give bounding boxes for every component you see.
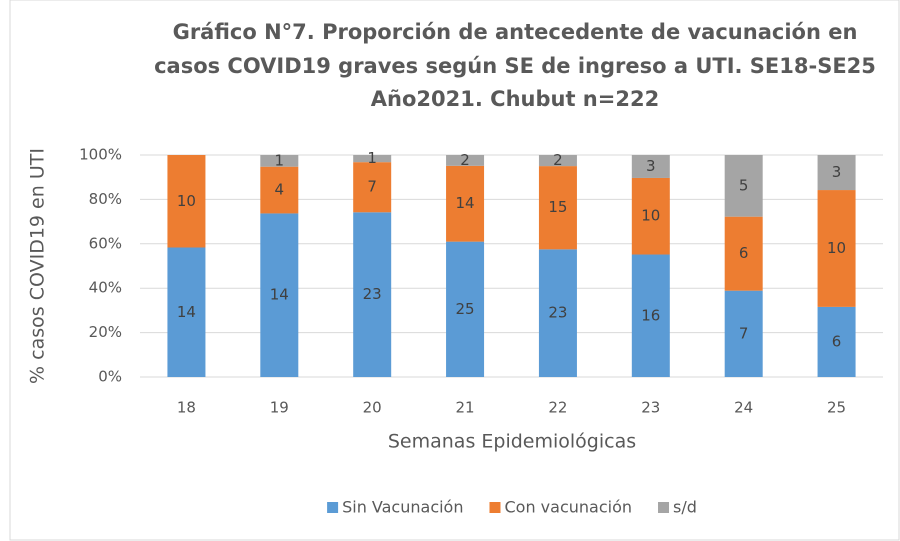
data-label: 1 — [367, 149, 377, 167]
data-label: 14 — [270, 286, 289, 304]
x-tick-label: 22 — [548, 399, 567, 417]
bar-segment — [353, 212, 392, 377]
data-label: 14 — [456, 194, 475, 212]
data-label: 15 — [548, 198, 567, 216]
bar-segment — [724, 155, 763, 217]
x-axis-label: Semanas Epidemiológicas — [388, 431, 636, 453]
bar-segment — [538, 155, 577, 167]
data-label: 1 — [275, 151, 285, 169]
data-label: 14 — [177, 303, 196, 321]
bar-segment — [446, 241, 485, 377]
legend-label: Con vacunación — [504, 498, 632, 517]
bar-segment — [817, 190, 856, 307]
x-tick-label: 20 — [363, 399, 382, 417]
y-axis-label: % casos COVID19 en UTI — [27, 148, 49, 384]
x-tick-label: 25 — [827, 399, 846, 417]
bar-segment — [353, 155, 392, 163]
bar-segment — [538, 249, 577, 377]
data-label: 5 — [739, 176, 749, 194]
data-label: 10 — [177, 192, 196, 210]
data-label: 6 — [739, 244, 749, 262]
chart-title: Año2021. Chubut n=222 — [371, 87, 659, 111]
data-label: 2 — [553, 151, 563, 169]
bar-segment — [817, 306, 856, 377]
data-label: 23 — [548, 304, 567, 322]
legend-label: Sin Vacunación — [342, 498, 463, 517]
data-label: 4 — [275, 181, 285, 199]
bar-segment — [724, 290, 763, 377]
bar-segment — [260, 166, 299, 214]
y-tick-label: 40% — [89, 279, 122, 297]
legend-swatch — [489, 502, 501, 513]
data-label: 7 — [367, 178, 377, 196]
legend-label: s/d — [673, 498, 697, 517]
x-tick-label: 23 — [641, 399, 660, 417]
y-tick-label: 60% — [89, 234, 122, 252]
y-tick-label: 0% — [98, 368, 122, 386]
y-tick-label: 100% — [79, 146, 122, 164]
data-label: 2 — [460, 151, 470, 169]
y-tick-label: 20% — [89, 323, 122, 341]
legend-swatch — [658, 502, 670, 513]
bar-segment — [446, 165, 485, 242]
y-tick-label: 80% — [89, 190, 122, 208]
data-label: 6 — [832, 332, 842, 350]
bar-segment — [538, 166, 577, 250]
data-label: 3 — [646, 157, 656, 175]
legend-swatch — [327, 502, 339, 513]
data-label: 23 — [363, 285, 382, 303]
bar-segment — [446, 155, 485, 166]
bar-segment — [631, 254, 670, 377]
data-label: 3 — [832, 163, 842, 181]
data-label: 16 — [641, 306, 660, 324]
bar-segment — [167, 247, 206, 377]
x-tick-label: 24 — [734, 399, 753, 417]
bar-segment — [167, 155, 206, 248]
bar-segment — [353, 162, 392, 213]
bar-segment — [724, 216, 763, 291]
x-tick-label: 19 — [270, 399, 289, 417]
bar-segment — [631, 155, 670, 178]
data-label: 10 — [641, 207, 660, 225]
bar-segment — [260, 213, 299, 377]
chart-title: casos COVID19 graves según SE de ingreso… — [154, 54, 876, 78]
bar-segment — [631, 177, 670, 255]
data-label: 25 — [456, 300, 475, 318]
bar-segment — [817, 155, 856, 191]
x-tick-label: 21 — [456, 399, 475, 417]
bar-segment — [260, 155, 299, 167]
data-label: 10 — [827, 239, 846, 257]
chart-title: Gráfico N°7. Proporción de antecedente d… — [173, 20, 858, 44]
x-tick-label: 18 — [177, 399, 196, 417]
data-label: 7 — [739, 324, 749, 342]
